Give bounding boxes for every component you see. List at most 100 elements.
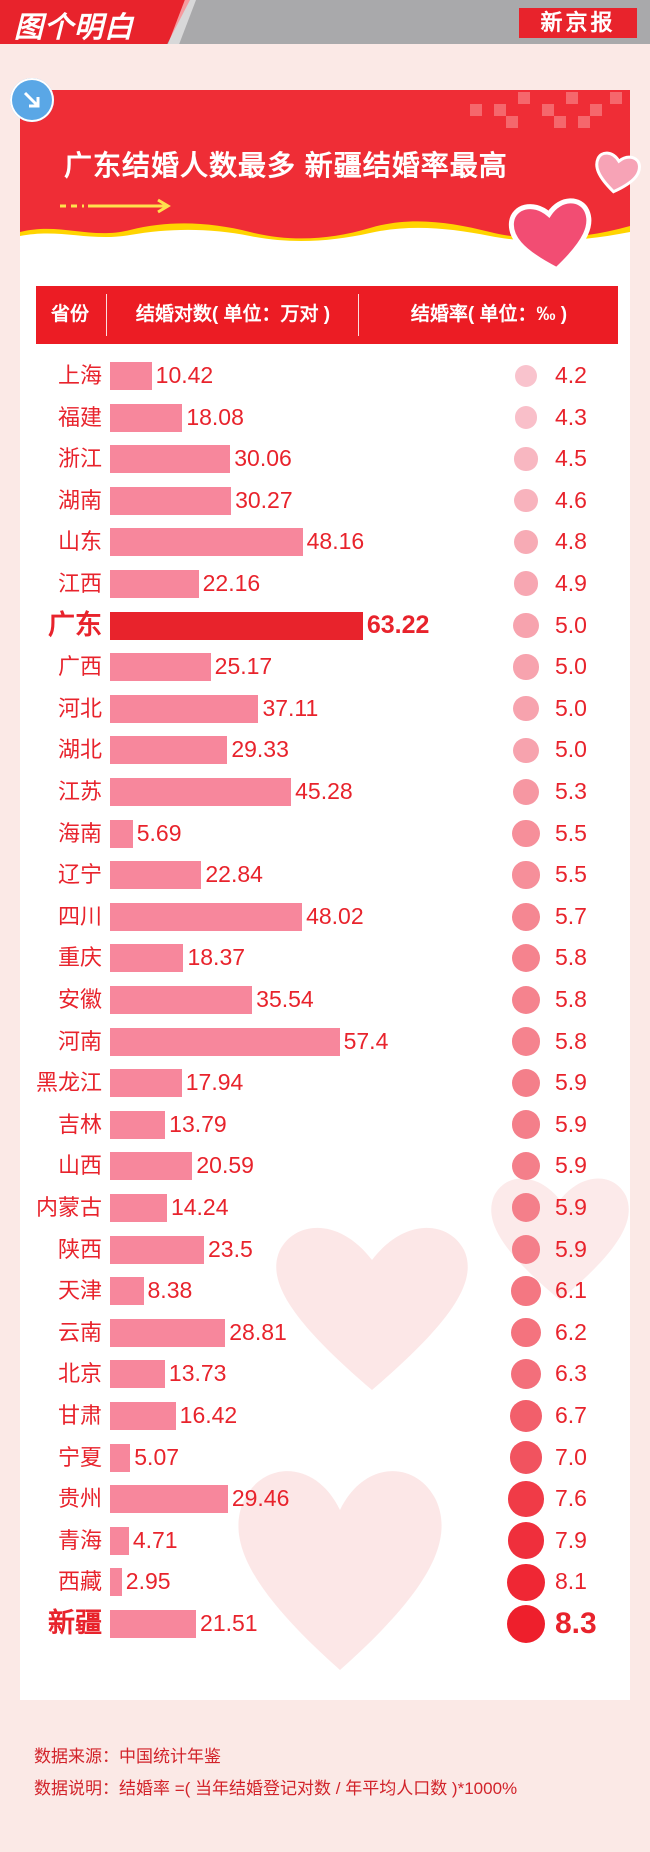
- table-row: 河南 57.4 5.8: [0, 1021, 650, 1063]
- top-bar: 图个明白 新京报: [0, 0, 650, 44]
- couples-value-label: 10.42: [155, 362, 214, 388]
- couples-bar: [110, 778, 292, 806]
- rate-value-label: 6.7: [555, 1402, 587, 1428]
- rate-dot: [511, 1276, 541, 1306]
- couples-value-label: 37.11: [262, 694, 319, 721]
- couples-value-label: 48.02: [306, 902, 364, 929]
- couples-value-label: 48.16: [306, 528, 365, 555]
- couples-bar: [110, 528, 303, 557]
- table-row: 吉林 13.79 5.9: [0, 1104, 650, 1146]
- table-row: 江西 22.16 4.9: [0, 563, 650, 605]
- province-label: 广东: [48, 609, 102, 640]
- province-label: 福建: [57, 404, 102, 430]
- couples-value-label: 30.06: [234, 445, 292, 472]
- rate-value-label: 4.5: [555, 445, 587, 472]
- rate-dot: [511, 1068, 541, 1098]
- province-label: 内蒙古: [35, 1195, 102, 1220]
- province-label: 甘肃: [57, 1403, 102, 1428]
- couples-value-label: 45.28: [295, 778, 353, 804]
- couples-bar: [110, 1027, 340, 1056]
- couples-bar: [110, 694, 259, 723]
- rate-value-label: 5.9: [555, 1069, 587, 1096]
- rate-dot: [507, 1604, 545, 1643]
- couples-bar: [110, 902, 303, 931]
- couples-bar: [110, 1360, 165, 1389]
- province-label: 上海: [57, 363, 102, 388]
- rate-value-label: 7.6: [555, 1485, 587, 1512]
- province-label: 陕西: [57, 1236, 102, 1262]
- couples-bar: [110, 1402, 176, 1430]
- table-header: 省份 结婚对数( 单位：万对 ) 结婚率( 单位：‰ ): [36, 286, 618, 344]
- couples-bar: [110, 986, 253, 1014]
- couples-bar: [110, 1485, 228, 1514]
- table-row: 湖北 29.33 5.0: [0, 729, 650, 771]
- rate-dot: [513, 737, 539, 763]
- couples-value-label: 13.79: [169, 1110, 227, 1137]
- table-row: 云南 28.81 6.2: [0, 1312, 650, 1354]
- table-row: 广西 25.17 5.0: [0, 646, 650, 688]
- province-label: 重庆: [57, 945, 102, 971]
- rate-dot: [508, 1481, 544, 1517]
- column-header-couples: 结婚对数( 单位：万对 ): [135, 304, 331, 325]
- couples-bar: [110, 1235, 204, 1264]
- table-row: 山西 20.59 5.9: [0, 1145, 650, 1187]
- table-row: 青海 4.71 7.9: [0, 1520, 650, 1562]
- couples-value-label: 25.17: [214, 653, 273, 680]
- table-row: 甘肃 16.42 6.7: [0, 1395, 650, 1437]
- rate-value-label: 4.3: [555, 403, 587, 430]
- rate-value-label: 5.8: [555, 1027, 587, 1054]
- rate-dot: [513, 612, 539, 638]
- rate-value-label: 6.1: [555, 1277, 587, 1304]
- province-label: 江西: [57, 571, 102, 596]
- couples-bar: [110, 653, 211, 682]
- heart-icon-small: [595, 151, 641, 194]
- rate-dot: [510, 1359, 542, 1390]
- couples-bar: [110, 1069, 182, 1098]
- rate-value-label: 5.7: [555, 902, 587, 929]
- couples-value-label: 23.5: [208, 1235, 253, 1262]
- rate-dot: [511, 1235, 541, 1264]
- couples-bar: [110, 1610, 197, 1638]
- couples-value-label: 29.33: [231, 736, 289, 763]
- couples-bar: [110, 1277, 144, 1306]
- table-row: 辽宁 22.84 5.5: [0, 854, 650, 896]
- province-label: 四川: [57, 903, 102, 929]
- province-label: 西藏: [57, 1569, 102, 1595]
- province-label: 天津: [57, 1278, 102, 1304]
- column-logo-text: 图个明白: [14, 10, 135, 44]
- rate-value-label: 4.6: [555, 486, 587, 513]
- rate-value-label: 5.0: [555, 653, 587, 680]
- rate-dot: [510, 1399, 542, 1432]
- rate-dot: [507, 1522, 545, 1559]
- couples-value-label: 28.81: [229, 1318, 287, 1345]
- rate-dot: [512, 861, 540, 889]
- rate-dot: [511, 1151, 541, 1181]
- rate-dot: [511, 944, 541, 973]
- couples-value-label: 35.54: [256, 986, 314, 1012]
- province-label: 新疆: [48, 1608, 102, 1638]
- province-label: 黑龙江: [35, 1070, 102, 1096]
- table-row: 浙江 30.06 4.5: [0, 438, 650, 480]
- couples-bar: [110, 736, 228, 765]
- rate-dot: [513, 530, 539, 555]
- province-label: 青海: [57, 1527, 102, 1553]
- rate-value-label: 5.9: [555, 1110, 587, 1137]
- couples-bar: [110, 861, 202, 890]
- rate-value-label: 5.0: [555, 611, 587, 638]
- column-brand-tab: [0, 0, 190, 44]
- couples-bar: [110, 1318, 226, 1347]
- rate-value-label: 5.9: [555, 1235, 587, 1262]
- table-row: 海南 5.69 5.5: [0, 813, 650, 855]
- rate-dot: [513, 696, 539, 722]
- couples-value-label: 5.69: [136, 819, 182, 846]
- province-label: 广西: [57, 654, 102, 680]
- data-source: 数据来源：中国统计年鉴: [34, 1747, 221, 1766]
- rate-dot: [514, 406, 538, 429]
- couples-value-label: 18.08: [186, 403, 244, 430]
- rate-dot: [511, 1193, 541, 1223]
- table-row: 上海 10.42 4.2: [0, 355, 650, 397]
- couples-bar: [110, 944, 184, 973]
- table-row: 安徽 35.54 5.8: [0, 979, 650, 1021]
- arrow-down-right-icon: [10, 78, 54, 122]
- table-row: 黑龙江 17.94 5.9: [0, 1062, 650, 1104]
